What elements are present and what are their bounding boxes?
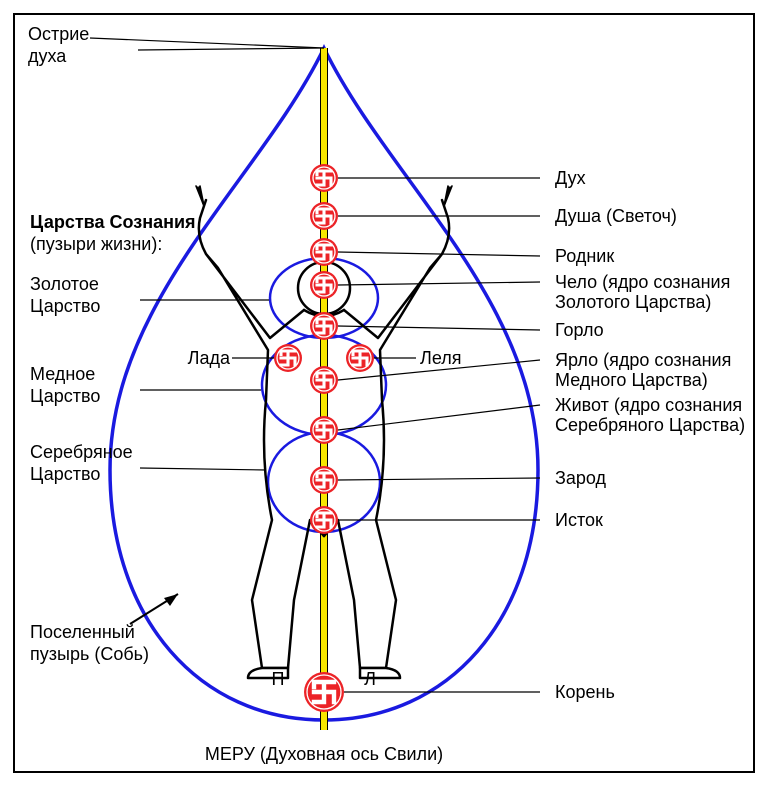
chakra-yarlo (310, 366, 338, 394)
label-lelya: Леля (420, 348, 461, 368)
diagram-root: Дух Душа (Светоч) Родник Чело (ядро сознани… (0, 0, 768, 786)
label-zarod: Зарод (555, 468, 607, 488)
svg-text:Царство: Царство (30, 464, 100, 484)
label-copper: Медное (30, 364, 95, 384)
diagram-svg: Дух Душа (Светоч) Родник Чело (ядро сознани… (0, 0, 768, 786)
label-sob: Поселенный (30, 622, 135, 642)
label-silver: Серебряное (30, 442, 133, 462)
label-yarlo: Ярло (ядро сознания (555, 350, 731, 370)
label-istok: Исток (555, 510, 603, 530)
label-zhivot: Живот (ядро сознания (555, 395, 742, 415)
svg-text:Царство: Царство (30, 296, 100, 316)
svg-text:Золотого Царства): Золотого Царства) (555, 292, 711, 312)
chakra-lelya (346, 344, 374, 372)
label-meru: МЕРУ (Духовная ось Свили) (205, 744, 443, 764)
label-hdr2: (пузыри жизни): (30, 234, 162, 254)
chakra-dukh (310, 164, 338, 192)
chakra-chelo (310, 271, 338, 299)
foot-L: Л (364, 669, 376, 689)
label-dusha: Душа (Светоч) (555, 206, 677, 226)
svg-text:духа: духа (28, 46, 67, 66)
chakra-rodnik (310, 238, 338, 266)
svg-text:Серебряного Царства): Серебряного Царства) (555, 415, 745, 435)
svg-text:Медного Царства): Медного Царства) (555, 370, 708, 390)
label-gorlo: Горло (555, 320, 604, 340)
label-gold: Золотое (30, 274, 99, 294)
chakra-dusha (310, 202, 338, 230)
svg-text:пузырь (Собь): пузырь (Собь) (30, 644, 149, 664)
chakra-istok (310, 506, 338, 534)
label-chelo: Чело (ядро сознания (555, 272, 730, 292)
chakra-gorlo (310, 312, 338, 340)
svg-text:Царство: Царство (30, 386, 100, 406)
label-lada: Лада (188, 348, 231, 368)
label-koren: Корень (555, 682, 615, 702)
chakra-zhivot (310, 416, 338, 444)
chakra-zarod (310, 466, 338, 494)
chakra-koren (304, 672, 344, 712)
label-tip: Острие (28, 24, 89, 44)
chakra-lada (274, 344, 302, 372)
foot-P: П (272, 669, 285, 689)
label-dukh: Дух (555, 168, 586, 188)
label-hdr: Царства Сознания (30, 212, 196, 232)
label-rodnik: Родник (555, 246, 614, 266)
